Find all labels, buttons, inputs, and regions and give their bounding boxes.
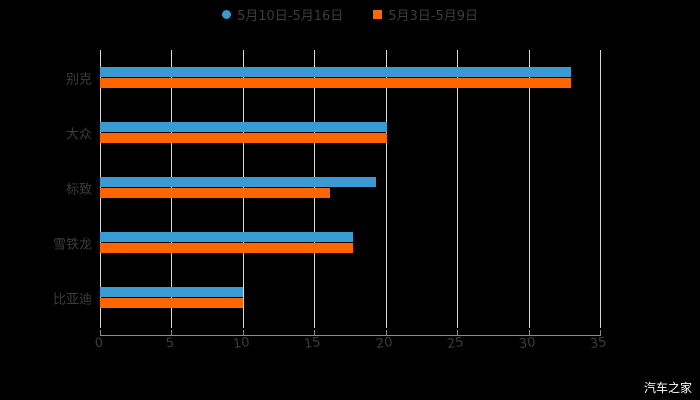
watermark: 汽车之家 (643, 381, 692, 395)
bar-series-1[interactable] (100, 122, 388, 132)
bar-series-1[interactable] (100, 287, 243, 297)
x-tick-label: 20 (374, 334, 394, 353)
bar-series-2[interactable] (100, 188, 330, 198)
bar-series-2[interactable] (100, 78, 572, 88)
x-tick-label: 30 (517, 334, 537, 353)
legend-item-series-2[interactable]: 5月3日-5月9日 (373, 4, 478, 24)
axis-tick (171, 330, 173, 336)
category-label: 别克 (65, 72, 92, 88)
legend-circle-icon (221, 9, 231, 19)
gridline (457, 50, 459, 328)
bar-series-1[interactable] (100, 177, 376, 187)
chart-legend: 5月10日-5月16日 5月3日-5月9日 (0, 4, 700, 24)
legend-label: 5月3日-5月9日 (388, 8, 479, 24)
x-tick-label: 25 (446, 334, 465, 353)
gridline (528, 50, 530, 328)
x-tick-label: 35 (589, 334, 608, 353)
legend-item-series-1[interactable]: 5月10日-5月16日 (221, 4, 344, 24)
x-tick-label: 5 (165, 335, 176, 352)
axis-tick (314, 330, 316, 336)
bar-series-2[interactable] (100, 133, 388, 143)
axis-tick (385, 330, 387, 336)
category-label: 标致 (65, 182, 92, 198)
axis-tick (528, 330, 530, 336)
gridline (600, 50, 601, 328)
x-axis-line (100, 335, 600, 336)
bar-series-2[interactable] (100, 243, 353, 253)
legend-square-icon (373, 9, 383, 19)
axis-tick (457, 330, 459, 336)
bar-series-1[interactable] (100, 67, 572, 77)
axis-tick (600, 330, 601, 336)
x-tick-label: 10 (231, 334, 251, 353)
category-label: 比亚迪 (52, 292, 92, 308)
bar-series-1[interactable] (100, 232, 353, 242)
gridline (385, 50, 387, 328)
x-tick-label: 15 (303, 334, 322, 353)
category-label: 雪铁龙 (52, 237, 92, 253)
category-label: 大众 (65, 127, 92, 143)
axis-tick (100, 330, 101, 336)
axis-tick (242, 330, 244, 336)
bar-series-2[interactable] (100, 298, 243, 308)
x-tick-label: 0 (94, 335, 105, 352)
legend-label: 5月10日-5月16日 (236, 8, 344, 24)
